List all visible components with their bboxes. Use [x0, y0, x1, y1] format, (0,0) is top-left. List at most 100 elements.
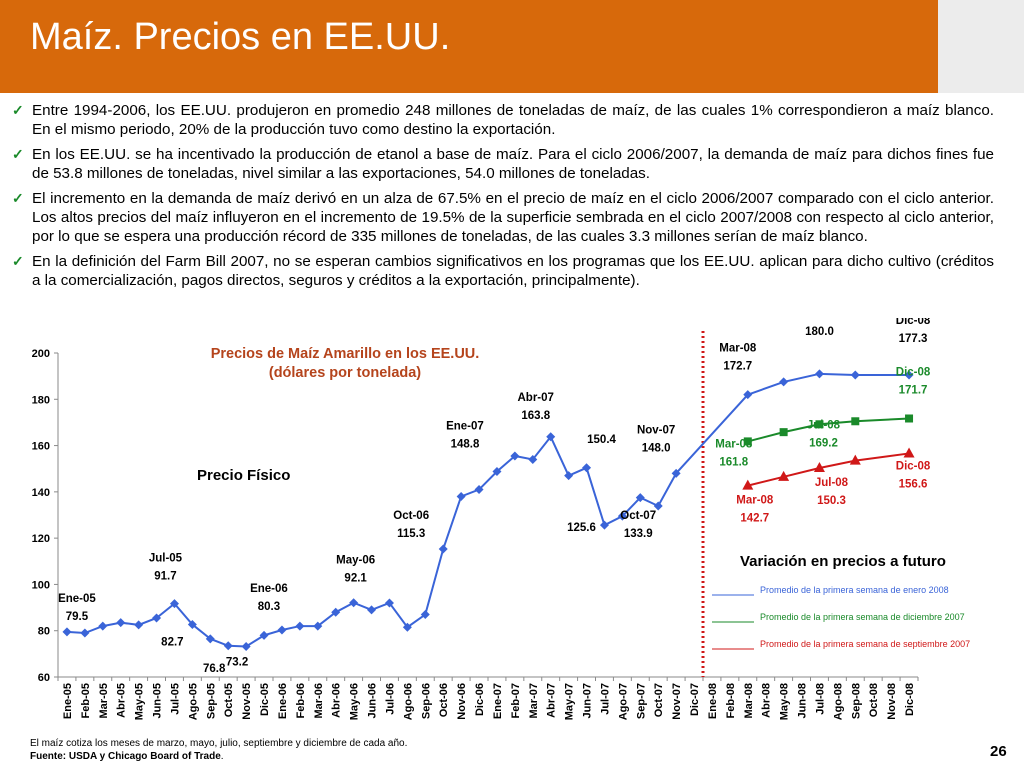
- bullet-item: ✓ Entre 1994-2006, los EE.UU. produjeron …: [10, 101, 994, 139]
- data-label: Oct-07: [620, 510, 656, 522]
- data-point: [420, 610, 430, 620]
- data-point: [402, 622, 412, 632]
- x-tick-label: Dic-07: [689, 683, 701, 716]
- checkmark-icon: ✓: [12, 253, 24, 269]
- x-tick-label: Abr-05: [116, 683, 128, 718]
- x-tick-label: Sep-05: [205, 683, 217, 719]
- chart-series-lines: [66, 372, 910, 648]
- data-point: [850, 370, 860, 380]
- data-label: 169.2: [809, 437, 838, 449]
- x-tick-label: Jul-07: [599, 683, 611, 715]
- data-label: Mar-08: [719, 343, 757, 355]
- bullet-item: ✓ En los EE.UU. se ha incentivado la prod…: [10, 145, 994, 183]
- data-label: 156.6: [899, 478, 928, 490]
- data-label: Ene-05: [58, 593, 96, 605]
- data-point: [904, 370, 914, 380]
- data-label: 163.8: [521, 410, 550, 422]
- data-label: 79.5: [66, 611, 89, 623]
- data-point: [62, 627, 72, 637]
- data-point: [813, 462, 825, 473]
- data-label: Dic-08: [896, 460, 931, 472]
- x-tick-label: Nov-06: [456, 683, 468, 720]
- data-point: [295, 621, 305, 631]
- x-tick-label: Sep-06: [420, 683, 432, 719]
- data-label: 133.9: [624, 528, 653, 540]
- x-tick-label: Abr-06: [331, 683, 343, 718]
- y-tick-label: 160: [32, 441, 50, 453]
- data-label: 148.0: [642, 442, 671, 454]
- x-tick-label: Jul-06: [384, 683, 396, 715]
- y-tick-label: 60: [38, 672, 50, 684]
- data-point: [510, 451, 520, 461]
- data-point: [743, 390, 753, 400]
- data-point: [367, 605, 377, 615]
- x-tick-label: Mar-06: [313, 683, 325, 718]
- data-point: [635, 493, 645, 503]
- y-tick-label: 200: [32, 348, 50, 360]
- data-point: [438, 544, 448, 554]
- bullet-text: En la definición del Farm Bill 2007, no …: [32, 253, 994, 289]
- x-tick-label: Feb-05: [80, 683, 92, 718]
- y-tick-label: 80: [38, 626, 50, 638]
- data-point: [779, 377, 789, 387]
- data-point: [313, 621, 323, 631]
- checkmark-icon: ✓: [12, 190, 24, 206]
- data-point: [671, 468, 681, 478]
- x-tick-label: Jun-05: [152, 683, 164, 718]
- data-label: 150.3: [817, 495, 846, 507]
- corn-price-chart: 60 80 100 120 140 160 180 200 Ene-05 Feb-05 Mar-05…: [32, 318, 970, 720]
- data-point: [384, 598, 394, 608]
- data-point: [187, 619, 197, 629]
- x-tick-label: Mar-07: [528, 683, 540, 718]
- data-point: [98, 621, 108, 631]
- x-tick-label: Jun-08: [797, 683, 809, 718]
- x-tick-label: Feb-07: [510, 683, 522, 718]
- data-label: 92.1: [344, 573, 367, 585]
- data-label: 73.2: [226, 656, 248, 668]
- x-tick-label: Ene-05: [62, 683, 74, 719]
- data-label: Ene-07: [446, 420, 484, 432]
- x-tick-label: May-08: [779, 683, 791, 720]
- x-tick-label: Nov-08: [886, 683, 898, 720]
- data-point: [743, 437, 752, 446]
- data-label: 148.8: [451, 438, 480, 450]
- data-label: 142.7: [740, 513, 769, 525]
- data-point: [851, 417, 860, 426]
- x-tick-label: May-06: [349, 683, 361, 720]
- x-tick-label: Dic-06: [474, 683, 486, 716]
- title-bar-side-panel: [938, 0, 1024, 93]
- data-point: [474, 485, 484, 495]
- data-point: [617, 511, 627, 521]
- data-point: [80, 628, 90, 638]
- data-point: [778, 470, 790, 481]
- data-label: 150.4: [587, 434, 616, 446]
- x-tick-label: Abr-08: [761, 683, 773, 718]
- bullet-text: En los EE.UU. se ha incentivado la produ…: [32, 146, 994, 182]
- data-label: Jul-08: [807, 419, 841, 431]
- data-point: [169, 599, 179, 609]
- x-tick-label: Oct-06: [438, 683, 450, 717]
- x-tick-label: Mar-05: [98, 683, 110, 718]
- footnote-source-end: .: [220, 751, 224, 762]
- data-label: Mar-08: [715, 438, 753, 450]
- data-label: 115.3: [397, 528, 425, 540]
- bullet-list: ✓ Entre 1994-2006, los EE.UU. produjeron …: [10, 101, 994, 296]
- series-label-variacion: Variación en precios a futuro: [740, 553, 946, 570]
- x-tick-label: May-05: [134, 683, 146, 720]
- data-label: Jul-05: [149, 553, 183, 565]
- data-label: 171.7: [899, 384, 928, 396]
- data-label: 177.3: [899, 333, 928, 345]
- data-point: [331, 607, 341, 617]
- chart-legend: Promedio de la primera semana de enero 2…: [712, 585, 970, 650]
- data-point: [528, 454, 538, 464]
- chart-labels: Precios de Maíz Amarillo en los EE.UU. (d…: [58, 318, 946, 675]
- data-point: [116, 618, 126, 628]
- bullet-item: ✓ En la definición del Farm Bill 2007, no…: [10, 252, 994, 290]
- x-tick-label: Jun-07: [582, 683, 594, 718]
- y-tick-label: 120: [32, 533, 50, 545]
- x-tick-label: Ago-08: [832, 683, 844, 720]
- x-tick-label: Ene-07: [492, 683, 504, 719]
- x-tick-label: Ago-06: [402, 683, 414, 720]
- bullet-item: ✓ El incremento en la demanda de maíz der…: [10, 189, 994, 246]
- data-label: 80.3: [258, 601, 280, 613]
